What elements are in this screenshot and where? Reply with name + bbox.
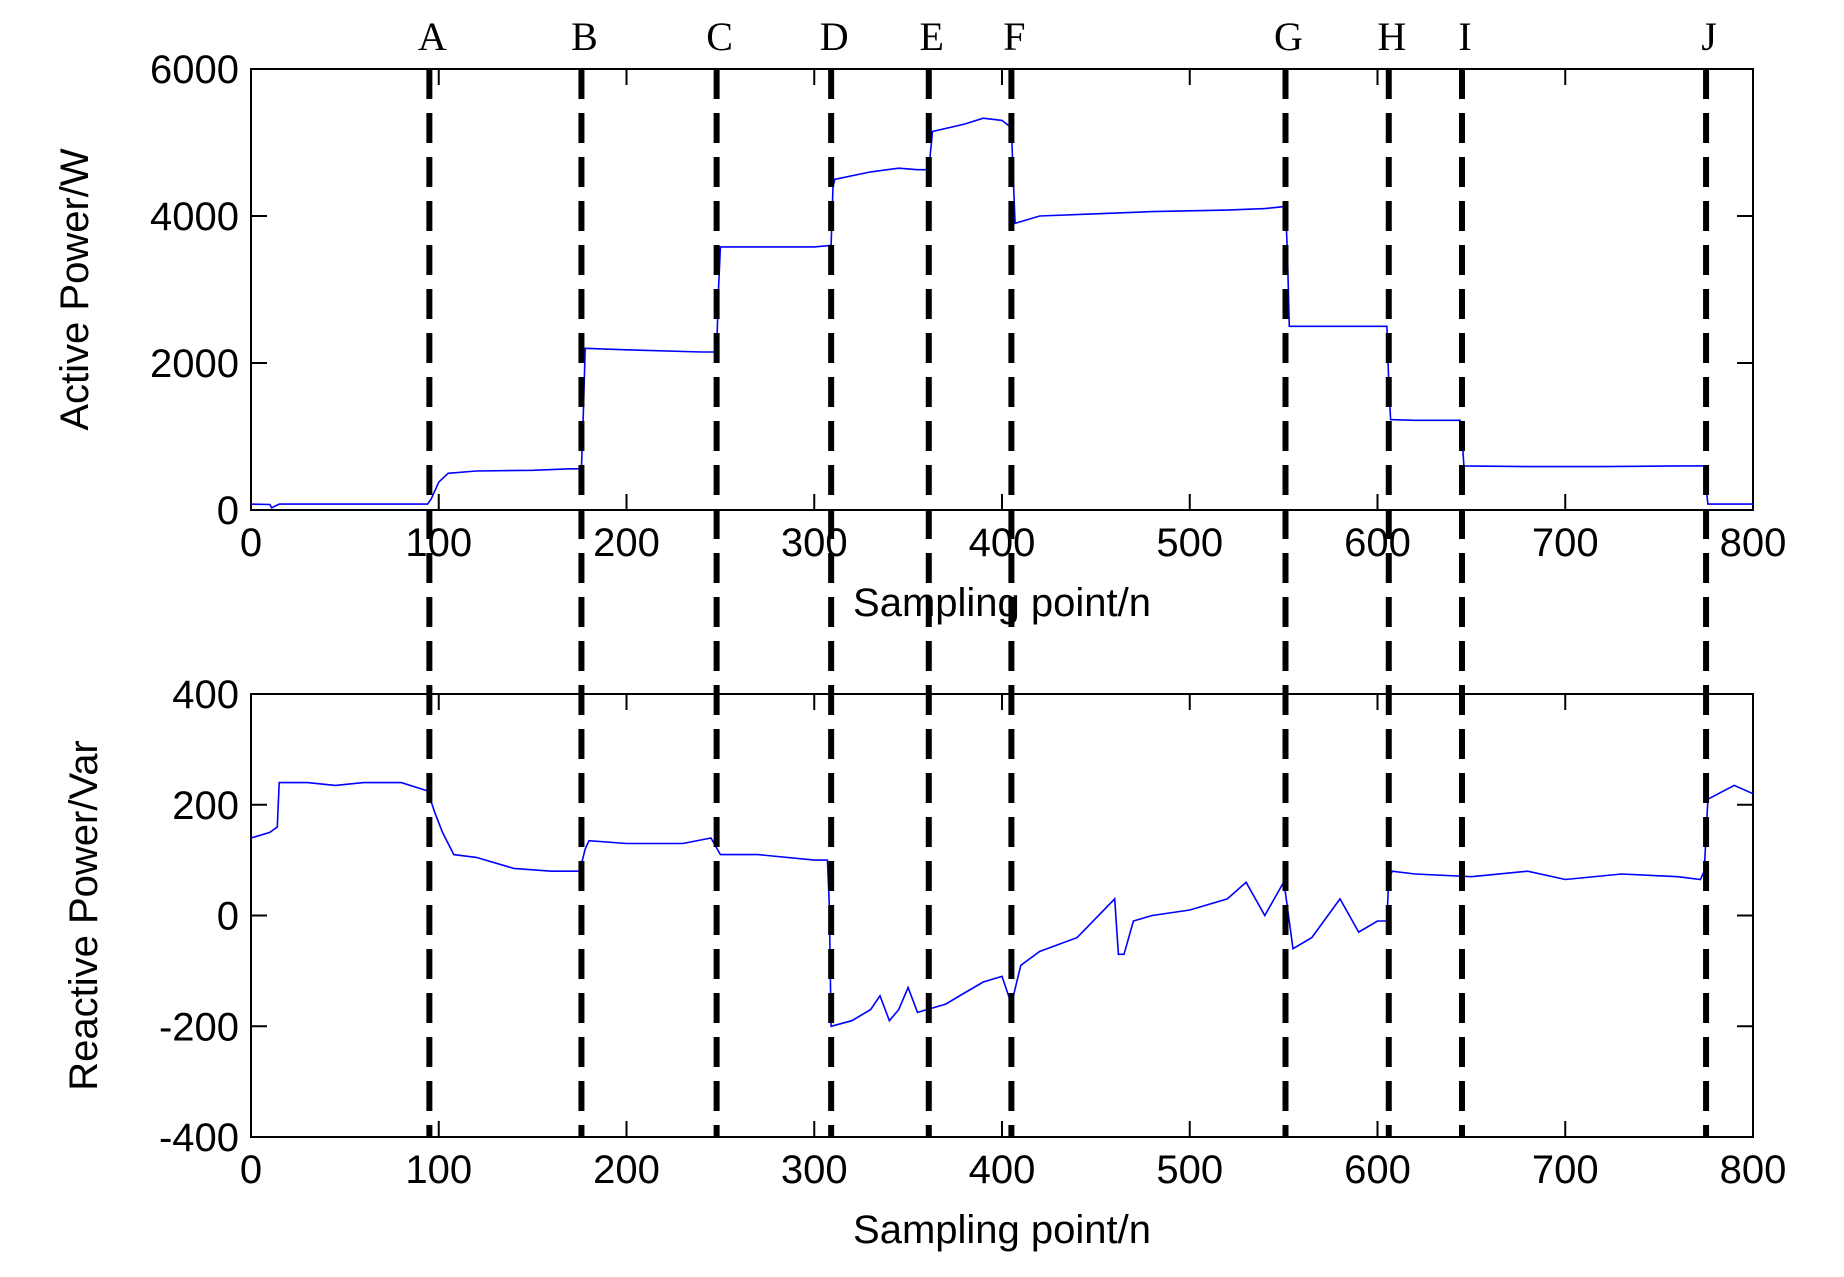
active-power-panel: 0 100 200 300 400 500 600 700 800 0 2000 4000 6000 Sa… <box>53 48 1786 625</box>
active-x-tick-label: 500 <box>1156 521 1223 565</box>
active-x-tick-label: 800 <box>1720 521 1787 565</box>
reactive-y-tick-label: -200 <box>159 1005 239 1049</box>
reactive-y-axis-label: Reactive Power/Var <box>62 740 106 1091</box>
reactive-x-axis-label: Sampling point/n <box>853 1208 1151 1252</box>
active-y-tick-label: 4000 <box>150 195 239 239</box>
event-label-g: G <box>1274 14 1303 59</box>
reactive-x-tick-label: 800 <box>1720 1148 1787 1192</box>
active-y-tick-label: 2000 <box>150 342 239 386</box>
reactive-plot-frame <box>250 693 1754 1138</box>
event-label-f: F <box>1003 14 1025 59</box>
reactive-x-tick-label: 300 <box>781 1148 848 1192</box>
event-markers: A B C D E F G H I J <box>418 14 1717 1137</box>
active-y-tick-label: 6000 <box>150 48 239 92</box>
event-label-j: J <box>1701 14 1717 59</box>
reactive-y-tick-label: 400 <box>172 673 239 717</box>
reactive-x-tick-label: 700 <box>1532 1148 1599 1192</box>
event-label-a: A <box>418 14 447 59</box>
active-x-tick-label: 700 <box>1532 521 1599 565</box>
event-label-c: C <box>706 14 733 59</box>
active-x-tick-label: 600 <box>1344 521 1411 565</box>
reactive-y-tick-label: 0 <box>217 895 239 939</box>
reactive-x-tick-label: 0 <box>240 1148 262 1192</box>
active-power-series-line <box>250 117 1753 509</box>
active-x-tick-label: 0 <box>240 521 262 565</box>
reactive-power-series-line <box>250 781 1754 1028</box>
reactive-x-tick-label: 200 <box>593 1148 660 1192</box>
reactive-power-panel: 0 100 200 300 400 500 600 700 800 -400 -200 0 200 400… <box>62 673 1786 1252</box>
reactive-x-tick-label: 400 <box>969 1148 1036 1192</box>
active-x-tick-label: 400 <box>969 521 1036 565</box>
active-x-tick-label: 100 <box>405 521 472 565</box>
active-x-tick-label: 200 <box>593 521 660 565</box>
reactive-x-tick-label: 100 <box>405 1148 472 1192</box>
event-label-e: E <box>920 14 944 59</box>
active-y-axis-label: Active Power/W <box>53 148 97 431</box>
event-label-h: H <box>1377 14 1406 59</box>
event-label-i: I <box>1458 14 1471 59</box>
active-x-axis-label: Sampling point/n <box>853 581 1151 625</box>
reactive-x-tick-label: 600 <box>1344 1148 1411 1192</box>
active-y-tick-label: 0 <box>217 489 239 533</box>
active-x-tick-label: 300 <box>781 521 848 565</box>
event-label-d: D <box>820 14 849 59</box>
event-label-b: B <box>571 14 598 59</box>
reactive-y-tick-label: -400 <box>159 1116 239 1160</box>
active-plot-frame <box>250 68 1754 511</box>
reactive-x-tick-label: 500 <box>1156 1148 1223 1192</box>
reactive-y-tick-label: 200 <box>172 784 239 828</box>
